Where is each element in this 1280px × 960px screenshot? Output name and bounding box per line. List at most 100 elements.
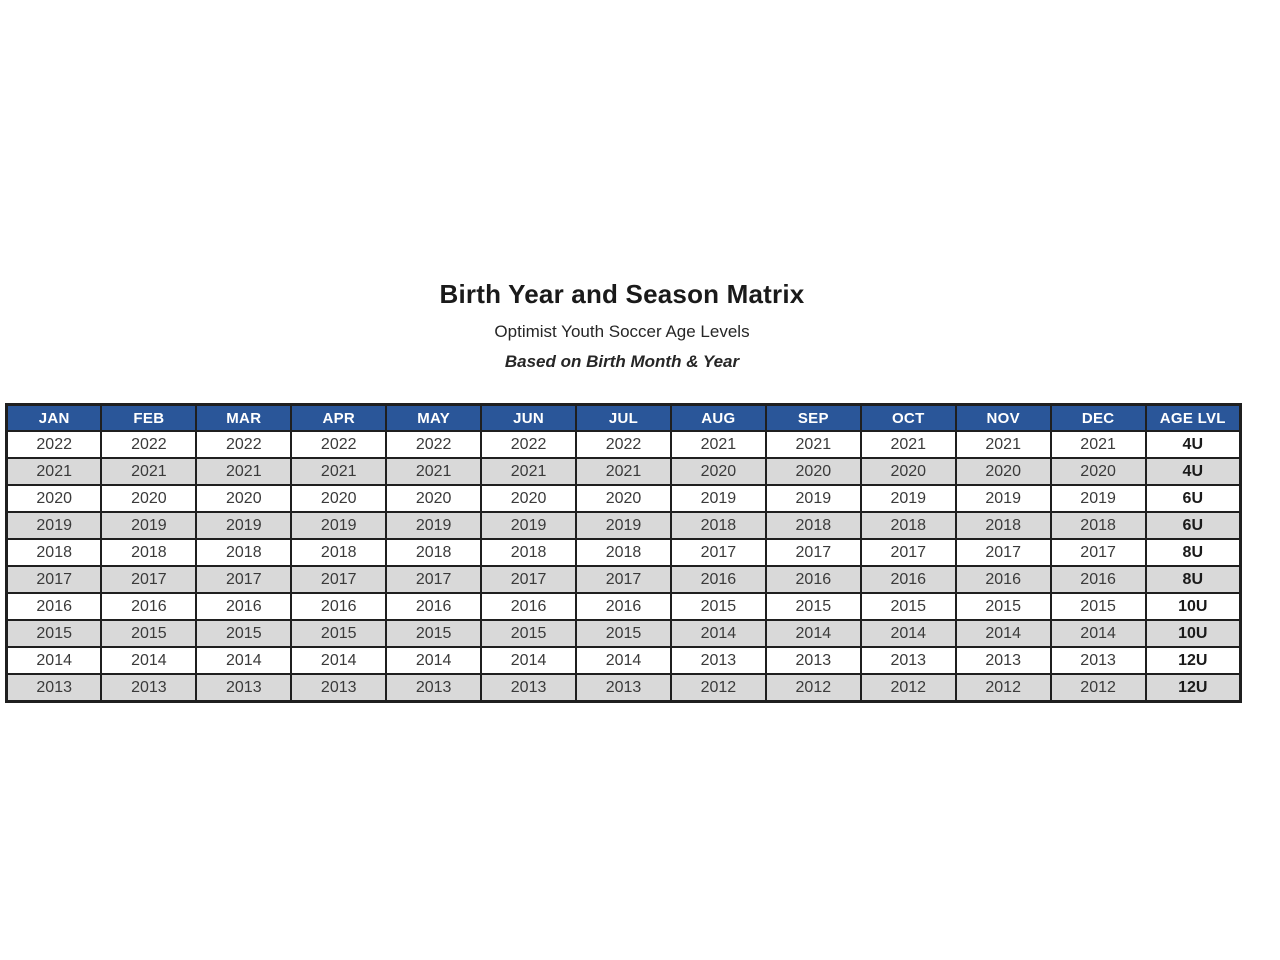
birth-year-cell: 2016	[5, 592, 103, 621]
birth-year-cell: 2020	[385, 484, 483, 513]
birth-year-cell: 2022	[385, 430, 483, 459]
table-row: 2013 2013 2013 2013 2013 2013 2013 2012 2012 2012…	[5, 673, 1242, 703]
birth-year-cell: 2018	[290, 538, 388, 567]
birth-year-cell: 2021	[1049, 430, 1147, 459]
table-row: 2018 2018 2018 2018 2018 2018 2018 2017 2017 2017…	[5, 538, 1242, 567]
birth-year-cell: 2012	[764, 673, 862, 703]
birth-year-cell: 2017	[195, 565, 293, 594]
birth-year-cell: 2017	[290, 565, 388, 594]
birth-year-cell: 2015	[195, 619, 293, 648]
birth-year-cell: 2018	[100, 538, 198, 567]
birth-year-matrix-table: JAN FEB MAR APR MAY JUN JUL AUG SEP OCT NOV DEC AGE …	[5, 403, 1242, 703]
table-row: 2014 2014 2014 2014 2014 2014 2014 2013 2013 2013…	[5, 646, 1242, 675]
birth-year-cell: 2020	[954, 457, 1052, 486]
birth-year-cell: 2016	[764, 565, 862, 594]
birth-year-cell: 2017	[1049, 538, 1147, 567]
column-header-month: JUL	[575, 403, 672, 432]
table-row: 2022 2022 2022 2022 2022 2022 2022 2021 2021 2021…	[5, 430, 1242, 459]
age-level-cell: 10U	[1144, 619, 1242, 648]
birth-year-cell: 2016	[290, 592, 388, 621]
column-header-month: APR	[290, 403, 388, 432]
column-header-month: SEP	[764, 403, 862, 432]
birth-year-cell: 2013	[954, 646, 1052, 675]
birth-year-cell: 2013	[575, 673, 672, 703]
birth-year-cell: 2013	[1049, 646, 1147, 675]
birth-year-cell: 2021	[859, 430, 957, 459]
birth-year-cell: 2018	[669, 511, 767, 540]
birth-year-cell: 2019	[954, 484, 1052, 513]
birth-year-cell: 2020	[575, 484, 672, 513]
birth-year-cell: 2012	[669, 673, 767, 703]
birth-year-cell: 2019	[480, 511, 578, 540]
birth-year-cell: 2018	[5, 538, 103, 567]
birth-year-cell: 2014	[5, 646, 103, 675]
table-row: 2019 2019 2019 2019 2019 2019 2019 2018 2018 2018…	[5, 511, 1242, 540]
birth-year-cell: 2021	[290, 457, 388, 486]
birth-year-cell: 2016	[100, 592, 198, 621]
birth-year-cell: 2022	[195, 430, 293, 459]
birth-year-cell: 2014	[100, 646, 198, 675]
birth-year-cell: 2018	[195, 538, 293, 567]
birth-year-cell: 2019	[385, 511, 483, 540]
birth-year-cell: 2016	[195, 592, 293, 621]
birth-year-cell: 2016	[669, 565, 767, 594]
column-header-month: FEB	[100, 403, 198, 432]
birth-year-cell: 2013	[290, 673, 388, 703]
birth-year-cell: 2020	[764, 457, 862, 486]
table-header: JAN FEB MAR APR MAY JUN JUL AUG SEP OCT NOV DEC AGE …	[5, 403, 1242, 432]
birth-year-cell: 2018	[954, 511, 1052, 540]
age-level-cell: 4U	[1144, 430, 1242, 459]
birth-year-cell: 2016	[385, 592, 483, 621]
birth-year-cell: 2016	[575, 592, 672, 621]
birth-year-cell: 2014	[575, 646, 672, 675]
birth-year-cell: 2015	[385, 619, 483, 648]
birth-year-cell: 2015	[100, 619, 198, 648]
birth-year-cell: 2022	[5, 430, 103, 459]
column-header-month: DEC	[1049, 403, 1147, 432]
table-row: 2020 2020 2020 2020 2020 2020 2020 2019 2019 2019…	[5, 484, 1242, 513]
birth-year-cell: 2018	[1049, 511, 1147, 540]
birth-year-cell: 2021	[480, 457, 578, 486]
column-header-age-level: AGE LVL	[1144, 403, 1242, 432]
birth-year-cell: 2015	[954, 592, 1052, 621]
birth-year-cell: 2021	[954, 430, 1052, 459]
birth-year-cell: 2019	[575, 511, 672, 540]
birth-year-cell: 2020	[195, 484, 293, 513]
birth-year-cell: 2016	[859, 565, 957, 594]
title-block: Birth Year and Season Matrix Optimist Yo…	[5, 280, 1239, 372]
birth-year-cell: 2012	[859, 673, 957, 703]
birth-year-cell: 2020	[480, 484, 578, 513]
age-level-cell: 8U	[1144, 565, 1242, 594]
age-level-cell: 12U	[1144, 646, 1242, 675]
column-header-month: OCT	[859, 403, 957, 432]
birth-year-cell: 2013	[100, 673, 198, 703]
birth-year-cell: 2014	[1049, 619, 1147, 648]
page-note: Based on Birth Month & Year	[504, 351, 740, 371]
age-level-cell: 6U	[1144, 511, 1242, 540]
birth-year-cell: 2021	[385, 457, 483, 486]
birth-year-cell: 2018	[385, 538, 483, 567]
birth-year-cell: 2014	[669, 619, 767, 648]
birth-year-cell: 2014	[859, 619, 957, 648]
birth-year-cell: 2022	[100, 430, 198, 459]
birth-year-cell: 2017	[669, 538, 767, 567]
birth-year-cell: 2020	[669, 457, 767, 486]
birth-year-cell: 2022	[480, 430, 578, 459]
birth-year-cell: 2016	[1049, 565, 1147, 594]
birth-year-cell: 2019	[290, 511, 388, 540]
birth-year-cell: 2015	[480, 619, 578, 648]
table-row: 2016 2016 2016 2016 2016 2016 2016 2015 2015 2015…	[5, 592, 1242, 621]
birth-year-cell: 2018	[480, 538, 578, 567]
birth-year-cell: 2013	[385, 673, 483, 703]
birth-year-cell: 2020	[5, 484, 103, 513]
birth-year-cell: 2017	[764, 538, 862, 567]
birth-year-cell: 2014	[480, 646, 578, 675]
birth-year-cell: 2022	[290, 430, 388, 459]
birth-year-cell: 2015	[764, 592, 862, 621]
birth-year-cell: 2014	[764, 619, 862, 648]
birth-year-cell: 2017	[954, 538, 1052, 567]
table-body: 2022 2022 2022 2022 2022 2022 2022 2021 2021 2021…	[5, 430, 1242, 703]
birth-year-cell: 2014	[290, 646, 388, 675]
birth-year-cell: 2017	[5, 565, 103, 594]
